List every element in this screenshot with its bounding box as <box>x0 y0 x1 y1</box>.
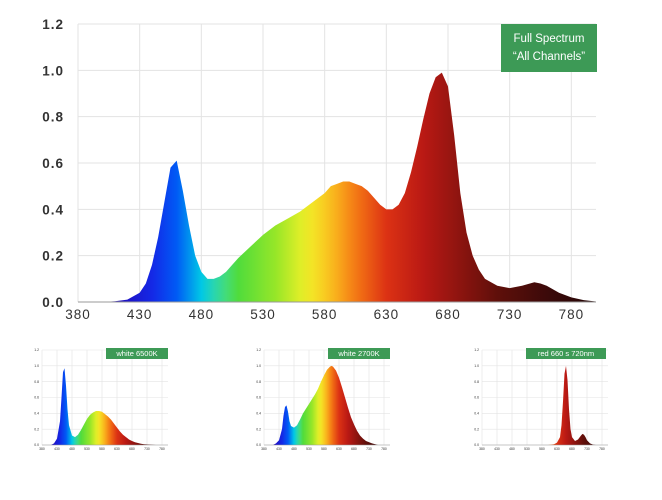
x-tick-label: 380 <box>261 447 267 451</box>
x-tick-label: 480 <box>291 447 297 451</box>
x-tick-label: 380 <box>39 447 45 451</box>
y-tick-label: 0.2 <box>474 427 479 431</box>
y-tick-label: 1.0 <box>256 364 261 368</box>
x-tick-label: 730 <box>584 447 590 451</box>
x-tick-label: 680 <box>569 447 575 451</box>
y-tick-label: 0.4 <box>256 412 261 416</box>
x-tick-label: 680 <box>351 447 357 451</box>
x-tick-label: 780 <box>159 447 165 451</box>
badge-text: white 2700K <box>337 349 379 358</box>
y-tick-label: 0.4 <box>34 412 39 416</box>
badge-text: Full Spectrum <box>514 33 585 45</box>
x-tick-label: 630 <box>336 447 342 451</box>
y-tick-label: 1.0 <box>474 364 479 368</box>
x-tick-label: 530 <box>250 307 276 322</box>
x-tick-label: 730 <box>497 307 523 322</box>
spectrum-badge <box>526 348 606 359</box>
mini-spectrum-chart-white-2700k: 380 430 480 530 580 630 680 730 780 0.0 0.2 0.4 0.6 0… <box>256 348 390 451</box>
x-tick-label: 730 <box>366 447 372 451</box>
y-tick-label: 0.0 <box>42 295 64 310</box>
y-tick-label: 1.2 <box>474 348 479 352</box>
spectrum-badge <box>106 348 168 359</box>
spectrum-area <box>51 368 156 445</box>
x-tick-label: 530 <box>84 447 90 451</box>
x-tick-label: 380 <box>479 447 485 451</box>
x-tick-label: 580 <box>321 447 327 451</box>
badge-text: red 660 s 720nm <box>538 349 594 358</box>
x-tick-label: 630 <box>374 307 400 322</box>
y-tick-label: 0.6 <box>42 156 64 171</box>
y-tick-label: 0.8 <box>474 380 479 384</box>
spectrum-area <box>273 365 378 445</box>
x-tick-label: 780 <box>381 447 387 451</box>
y-tick-label: 0.6 <box>474 396 479 400</box>
x-tick-label: 480 <box>509 447 515 451</box>
y-tick-label: 0.2 <box>256 427 261 431</box>
x-tick-label: 430 <box>127 307 153 322</box>
y-tick-label: 0.8 <box>256 380 261 384</box>
x-tick-label: 630 <box>554 447 560 451</box>
y-tick-label: 1.0 <box>42 63 64 78</box>
y-tick-label: 0.0 <box>34 443 39 447</box>
x-tick-label: 430 <box>276 447 282 451</box>
x-tick-label: 580 <box>99 447 105 451</box>
x-tick-label: 430 <box>494 447 500 451</box>
y-tick-label: 0.2 <box>42 249 64 264</box>
x-tick-label: 580 <box>539 447 545 451</box>
y-tick-label: 0.0 <box>474 443 479 447</box>
mini-spectrum-chart-red-660-720nm: 380 430 480 530 580 630 680 730 780 0.0 0.2 0.4 0.6 0… <box>474 348 608 451</box>
mini-spectrum-chart-white-6500k: 380 430 480 530 580 630 680 730 780 0.0 0.2 0.4 0.6 0… <box>34 348 168 451</box>
badge-text: white 6500K <box>115 349 157 358</box>
x-tick-label: 430 <box>54 447 60 451</box>
x-tick-label: 780 <box>599 447 605 451</box>
y-tick-label: 1.2 <box>256 348 261 352</box>
y-tick-label: 0.8 <box>42 110 64 125</box>
main-spectrum-chart: 380 430 480 530 580 630 680 730 780 0.0 0.2 0.4 0.6 0… <box>42 17 597 322</box>
spectrum-badge <box>328 348 390 359</box>
spectrum-badge <box>501 24 597 72</box>
x-tick-label: 480 <box>189 307 215 322</box>
x-tick-label: 680 <box>129 447 135 451</box>
x-tick-label: 480 <box>69 447 75 451</box>
y-tick-label: 0.2 <box>34 427 39 431</box>
x-tick-label: 530 <box>524 447 530 451</box>
y-tick-label: 0.6 <box>256 396 261 400</box>
x-tick-label: 580 <box>312 307 338 322</box>
x-tick-label: 680 <box>435 307 461 322</box>
y-tick-label: 1.2 <box>34 348 39 352</box>
x-tick-label: 630 <box>114 447 120 451</box>
x-tick-label: 380 <box>65 307 91 322</box>
x-tick-label: 530 <box>306 447 312 451</box>
spectrum-area <box>102 72 597 303</box>
y-tick-label: 1.2 <box>42 17 64 32</box>
y-tick-label: 0.4 <box>42 202 64 217</box>
x-tick-label: 780 <box>559 307 585 322</box>
badge-text: “All Channels” <box>513 51 585 63</box>
y-tick-label: 0.4 <box>474 412 479 416</box>
x-tick-label: 730 <box>144 447 150 451</box>
y-tick-label: 0.6 <box>34 396 39 400</box>
y-tick-label: 1.0 <box>34 364 39 368</box>
y-tick-label: 0.8 <box>34 380 39 384</box>
y-tick-label: 0.0 <box>256 443 261 447</box>
